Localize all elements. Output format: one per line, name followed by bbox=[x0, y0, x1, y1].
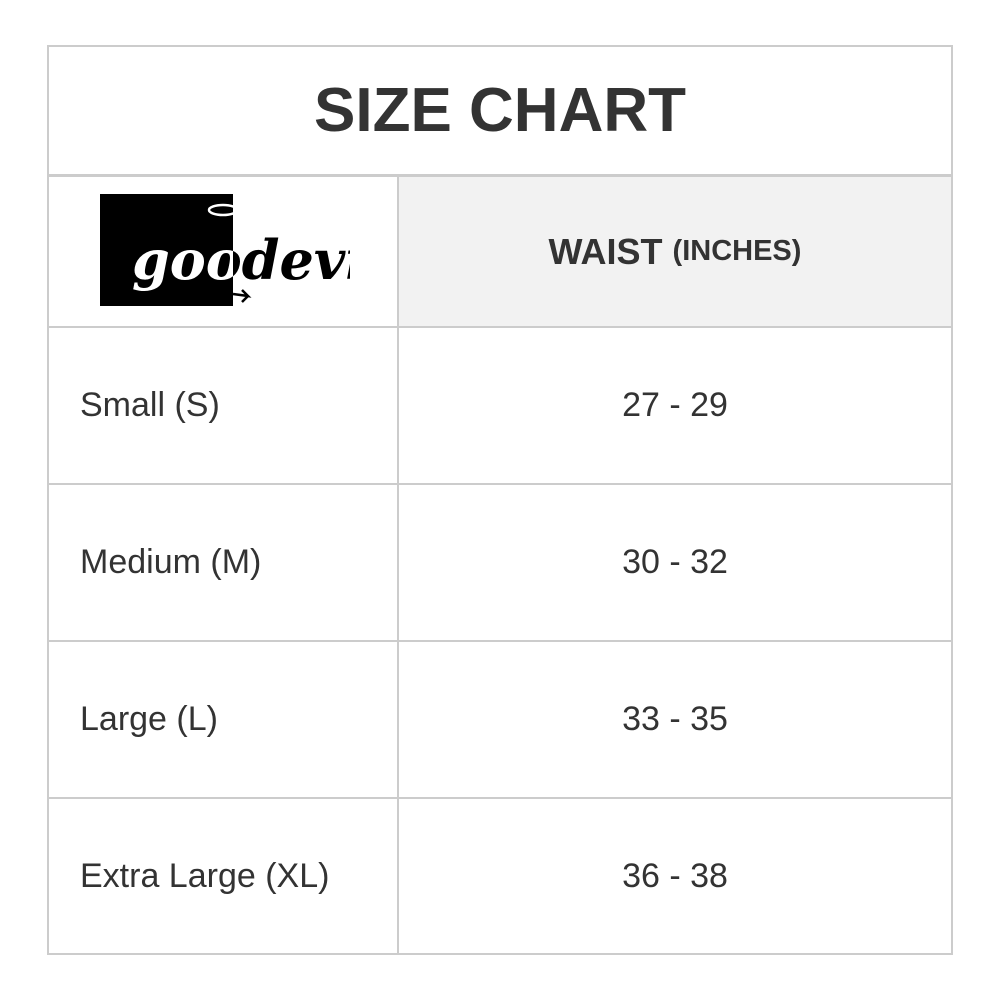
svg-text:goodevil: goodevil bbox=[132, 228, 350, 292]
size-cell: Extra Large (XL) bbox=[49, 799, 399, 953]
waist-cell: 36 - 38 bbox=[622, 856, 728, 895]
waist-header: WAIST (INCHES) bbox=[399, 177, 951, 326]
size-cell: Small (S) bbox=[49, 328, 399, 483]
waist-cell: 33 - 35 bbox=[622, 700, 728, 738]
goodevil-logo: goodevil goodevil bbox=[100, 194, 350, 306]
table-row: Small (S) 27 - 29 bbox=[49, 328, 951, 485]
chart-title: SIZE CHART bbox=[49, 47, 951, 177]
size-cell: Large (L) bbox=[49, 642, 399, 797]
table-row: Extra Large (XL) 36 - 38 bbox=[49, 799, 951, 953]
waist-label: WAIST bbox=[548, 230, 663, 272]
header-row: goodevil goodevil WAIST (INCHES) bbox=[49, 177, 951, 328]
size-chart-table: SIZE CHART goodevil goodevil WAIST (INCHE… bbox=[47, 45, 953, 955]
table-row: Large (L) 33 - 35 bbox=[49, 642, 951, 799]
logo-cell: goodevil goodevil bbox=[49, 177, 399, 326]
svg-text:goodevil: goodevil bbox=[132, 228, 350, 292]
waist-cell: 27 - 29 bbox=[622, 386, 728, 424]
unit-label: (INCHES) bbox=[672, 235, 802, 267]
size-cell: Medium (M) bbox=[49, 485, 399, 640]
table-row: Medium (M) 30 - 32 bbox=[49, 485, 951, 642]
waist-cell: 30 - 32 bbox=[622, 543, 728, 581]
